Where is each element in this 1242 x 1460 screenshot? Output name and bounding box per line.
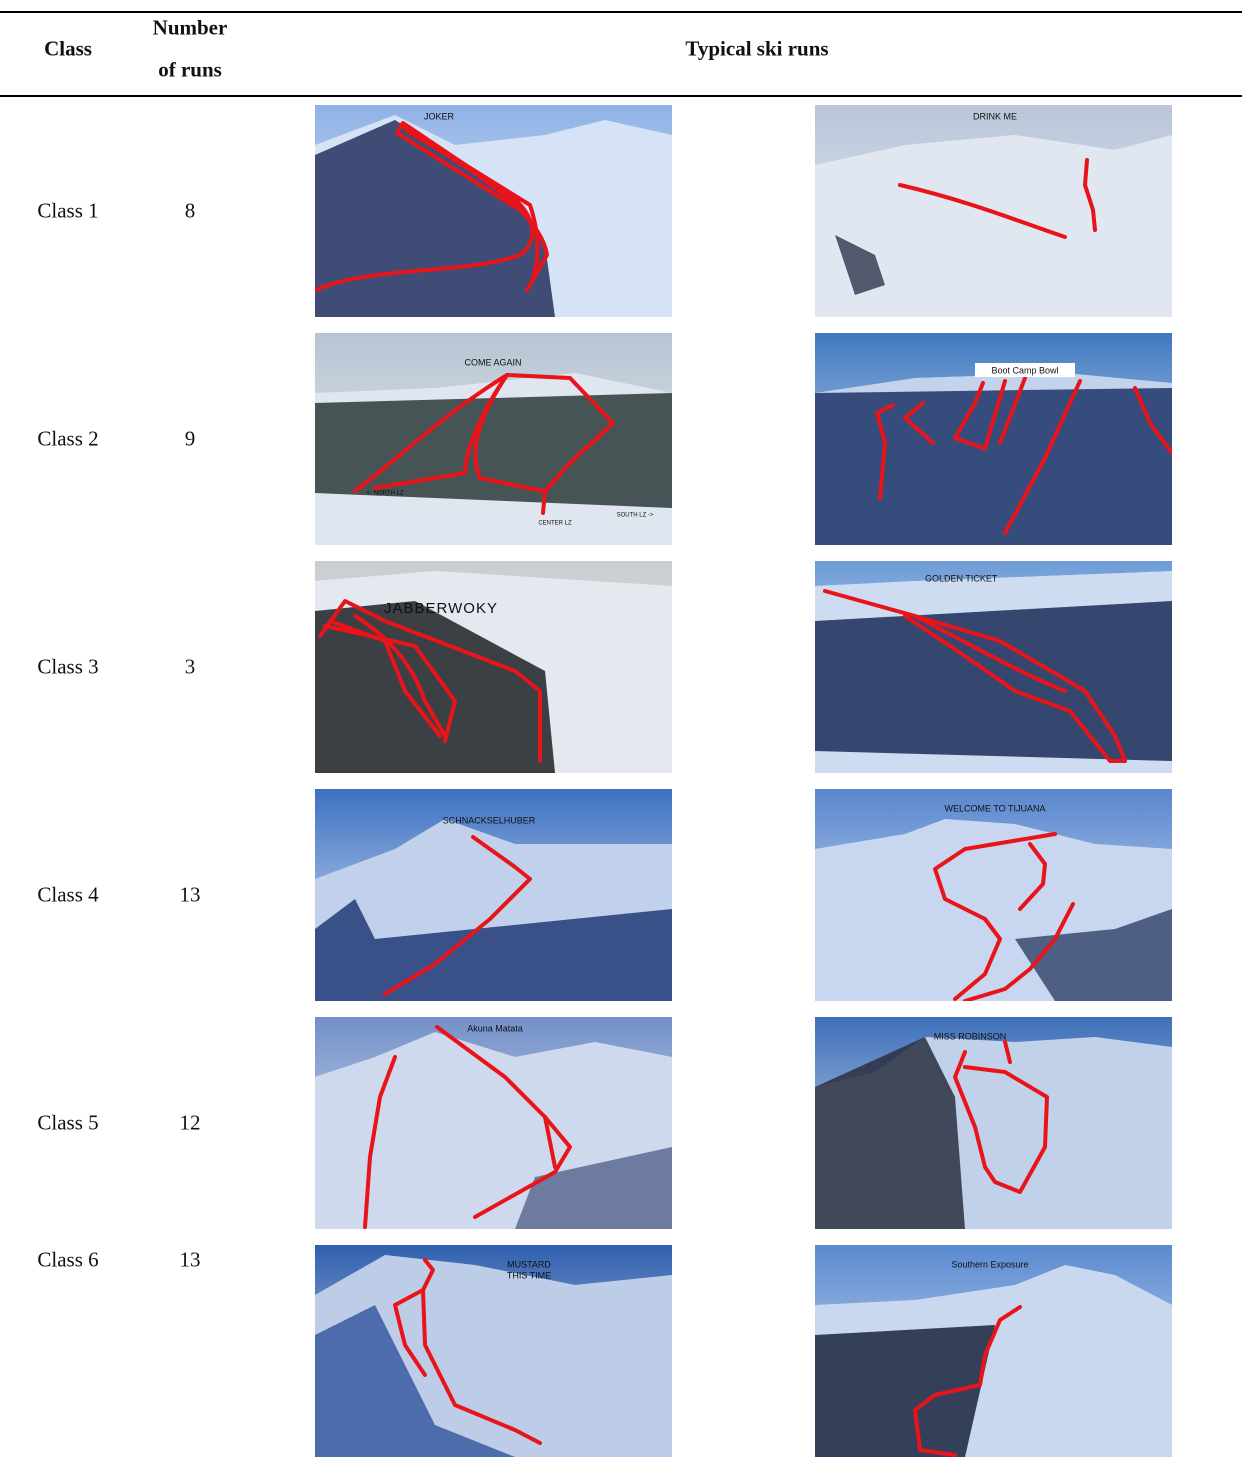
forest [1015, 909, 1172, 1001]
run-name: THIS TIME [507, 1270, 551, 1280]
run-count: 13 [179, 1247, 201, 1272]
forest [315, 393, 672, 508]
top-rule [0, 11, 1242, 13]
run-line [983, 379, 1007, 450]
snow [815, 135, 1172, 317]
run-name: <- NORTH LZ [366, 491, 403, 497]
class-label: Class 1 [37, 198, 99, 223]
run-line [353, 614, 447, 738]
forest [315, 120, 555, 317]
header-rule [0, 95, 1242, 97]
run-line [898, 183, 1067, 239]
forest [835, 235, 885, 295]
run-name: CENTER LZ [538, 521, 572, 527]
run-line [933, 832, 1057, 1001]
ski-run-photo: GOLDEN TICKET [815, 561, 1172, 773]
run-line [953, 1050, 1049, 1194]
run-line [823, 589, 1127, 763]
forest [815, 1037, 965, 1229]
run-name: Boot Camp Bowl [991, 365, 1058, 375]
forest [315, 899, 672, 1001]
ski-run-photo: WELCOME TO TIJUANA [815, 789, 1172, 1001]
class-label: Class 5 [37, 1110, 99, 1135]
run-name: DRINK ME [973, 111, 1017, 121]
run-line [963, 902, 1075, 1001]
run-line [405, 129, 549, 292]
header-class: Class [44, 36, 92, 61]
run-line [328, 619, 442, 738]
run-name: COME AGAIN [464, 357, 521, 367]
run-name: MUSTARD [507, 1259, 551, 1269]
run-count: 12 [179, 1110, 201, 1135]
run-count: 9 [184, 426, 196, 451]
header-runs: Typical ski runs [685, 36, 829, 61]
run-name: JOKER [424, 111, 455, 121]
run-line [383, 835, 532, 996]
run-line [421, 1258, 542, 1445]
ski-run-photo: MISS ROBINSON [815, 1017, 1172, 1229]
forest [515, 1147, 672, 1229]
run-line [998, 376, 1027, 445]
run-line [473, 373, 545, 493]
header-number: of runs [158, 57, 222, 82]
label-box [975, 363, 1075, 377]
run-line [315, 121, 535, 292]
run-name: WELCOME TO TIJUANA [944, 803, 1045, 813]
forest [815, 388, 1172, 545]
run-name: MISS ROBINSON [934, 1031, 1007, 1041]
run-line [875, 403, 895, 500]
run-line [903, 401, 935, 445]
run-count: 8 [184, 198, 196, 223]
run-line [913, 614, 1067, 693]
ski-run-photo: JABBERWOKY [315, 561, 672, 773]
run-line [1018, 842, 1047, 911]
class-label: Class 3 [37, 654, 99, 679]
ski-run-photo: COME AGAIN <- NORTH LZ CENTER LZ SOUTH LZ -… [315, 333, 672, 545]
run-line [1003, 1040, 1012, 1064]
ski-run-photo: Boot Camp Bowl [815, 333, 1172, 545]
run-line [353, 373, 615, 515]
ski-run-photo: Southern Exposure [815, 1245, 1172, 1457]
forest [815, 601, 1172, 761]
run-name: SOUTH LZ -> [617, 513, 654, 519]
run-line [1083, 158, 1097, 232]
ski-run-photo: JOKER [315, 105, 672, 317]
run-name: GOLDEN TICKET [925, 573, 998, 583]
run-name: SCHNACKSELHUBER [443, 815, 536, 825]
forest [315, 601, 555, 773]
run-name: Southern Exposure [951, 1259, 1028, 1269]
header-number: Number [152, 15, 228, 40]
run-line [318, 599, 542, 763]
ski-run-photo: SCHNACKSELHUBER [315, 789, 672, 1001]
class-label: Class 4 [37, 882, 99, 907]
run-line [1133, 386, 1172, 455]
class-label: Class 2 [37, 426, 99, 451]
forest [815, 1325, 995, 1457]
ski-run-photo: Akuna Matata [315, 1017, 672, 1229]
run-count: 3 [184, 654, 196, 679]
run-name: Akuna Matata [467, 1023, 523, 1033]
shadow [815, 135, 1172, 317]
run-line [953, 381, 985, 450]
run-line [913, 1305, 1022, 1457]
run-line [393, 1288, 427, 1377]
run-name: JABBERWOKY [384, 600, 498, 617]
ski-run-photo: DRINK ME [815, 105, 1172, 317]
class-label: Class 6 [37, 1247, 99, 1272]
run-line [543, 1115, 557, 1169]
run-count: 13 [179, 882, 201, 907]
run-line [363, 1055, 397, 1229]
run-line [435, 1025, 572, 1219]
run-line [1003, 379, 1082, 535]
forest [315, 1305, 515, 1457]
